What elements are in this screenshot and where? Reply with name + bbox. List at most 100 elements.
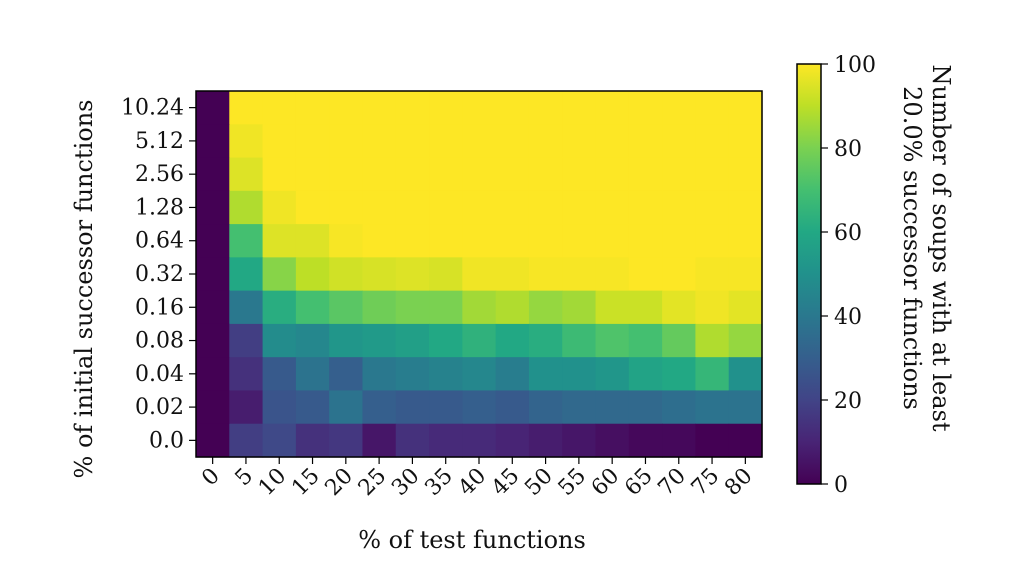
heatmap-cell [329, 157, 364, 192]
heatmap-cell [429, 257, 463, 292]
heatmap-cell [495, 224, 530, 258]
heatmap-cell [528, 390, 563, 425]
heatmap-cell [196, 323, 230, 358]
heatmap-cell [262, 91, 297, 125]
heatmap-cell [429, 91, 463, 125]
heatmap-cell [528, 224, 563, 258]
heatmap-cell [695, 190, 730, 225]
heatmap-cell [695, 323, 730, 358]
heatmap-cell [295, 357, 330, 392]
heatmap-cell [662, 224, 697, 258]
heatmap-cell [196, 423, 230, 458]
heatmap-cell [462, 423, 497, 458]
x-axis-label: % of test functions [358, 526, 586, 554]
heatmap-cell [229, 423, 264, 458]
heatmap-cell [196, 257, 230, 292]
heatmap-cell [395, 357, 430, 392]
heatmap-cell [395, 257, 430, 292]
heatmap-cell [495, 357, 530, 392]
heatmap-cell [728, 224, 763, 258]
heatmap-cell [595, 423, 630, 458]
heatmap-cell [329, 257, 364, 292]
y-tick-label: 1.28 [135, 195, 184, 220]
heatmap-cell [395, 190, 430, 225]
colorbar-ticks: 0 20 40 60 80 100 [821, 53, 876, 498]
heatmap-cell [695, 157, 730, 192]
heatmap-cell [628, 290, 663, 325]
heatmap-cell [295, 157, 330, 192]
heatmap-cell [562, 290, 597, 325]
heatmap-cell [462, 390, 497, 425]
heatmap-cell [362, 124, 397, 159]
heatmap-cell [728, 190, 763, 225]
heatmap-cell [562, 323, 597, 358]
x-tick-label: 0 [197, 464, 225, 492]
heatmap-cell [695, 124, 730, 159]
heatmap-cell [562, 224, 597, 258]
heatmap-cell [362, 257, 397, 292]
heatmap-cell [262, 323, 297, 358]
heatmap-cell [329, 423, 364, 458]
heatmap-cell [695, 290, 730, 325]
heatmap-cell [728, 390, 763, 425]
x-tick-label: 60 [587, 464, 624, 501]
y-tick-label: 10.24 [121, 96, 184, 121]
heatmap-cell [196, 290, 230, 325]
heatmap-cell [595, 124, 630, 159]
heatmap-cell [528, 323, 563, 358]
heatmap-cell [262, 357, 297, 392]
x-tick-label: 45 [487, 464, 524, 501]
heatmap-cell [429, 390, 463, 425]
heatmap-cell [628, 390, 663, 425]
heatmap-cell [495, 124, 530, 159]
heatmap-cell [695, 224, 730, 258]
heatmap-cell [662, 423, 697, 458]
heatmap-cell [562, 124, 597, 159]
heatmap-cell [196, 224, 230, 258]
heatmap-cell [462, 257, 497, 292]
y-tick-label: 0.0 [149, 428, 184, 453]
heatmap-cell [595, 190, 630, 225]
heatmap-cell [695, 423, 730, 458]
heatmap-cell [262, 190, 297, 225]
x-tick-label: 35 [420, 464, 457, 501]
heatmap-cell [495, 190, 530, 225]
heatmap-cell [728, 323, 763, 358]
heatmap-cell [695, 257, 730, 292]
heatmap-cell [329, 190, 364, 225]
heatmap-cell [295, 390, 330, 425]
heatmap-cell [229, 290, 264, 325]
heatmap-cell [662, 91, 697, 125]
heatmap-cell [528, 423, 563, 458]
y-tick-label: 0.08 [135, 329, 184, 354]
heatmap-cell [429, 323, 463, 358]
heatmap-cell [329, 390, 364, 425]
heatmap-cell [628, 257, 663, 292]
heatmap-cell [528, 257, 563, 292]
heatmap-cell [562, 257, 597, 292]
x-tick-label: 80 [720, 464, 757, 501]
heatmap-cell [462, 124, 497, 159]
heatmap-cell [329, 91, 364, 125]
x-tick-label: 10 [254, 464, 291, 501]
x-tick-label: 75 [687, 464, 724, 501]
heatmap-cell [329, 224, 364, 258]
heatmap-cell [595, 257, 630, 292]
heatmap-cell [196, 157, 230, 192]
heatmap-cell [595, 91, 630, 125]
heatmap-cell [395, 323, 430, 358]
heatmap-cell [695, 390, 730, 425]
y-tick-label: 0.04 [135, 362, 184, 387]
heatmap-cell [362, 323, 397, 358]
heatmap-cell [562, 423, 597, 458]
heatmap-cell [595, 290, 630, 325]
heatmap-cell [429, 423, 463, 458]
colorbar-tick-label: 0 [834, 473, 848, 498]
heatmap-cell [362, 423, 397, 458]
colorbar-tick-label: 20 [834, 389, 862, 414]
heatmap-cell [429, 224, 463, 258]
heatmap-cell [329, 124, 364, 159]
heatmap-cell [229, 157, 264, 192]
